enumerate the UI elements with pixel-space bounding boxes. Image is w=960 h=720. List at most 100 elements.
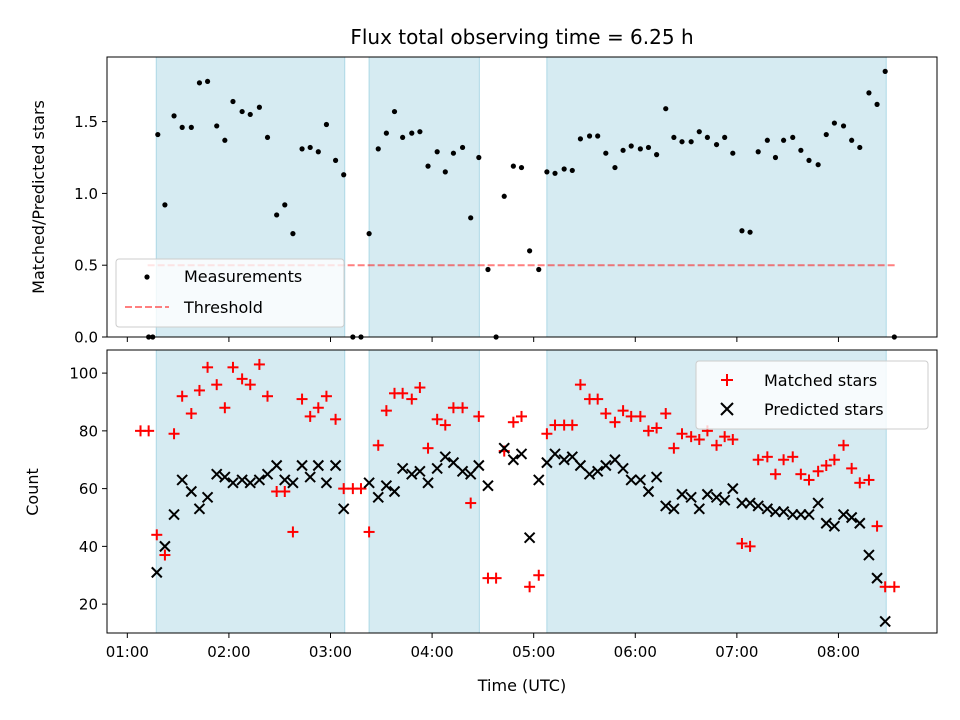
chart-title: Flux total observing time = 6.25 h	[350, 25, 693, 49]
matched-star-point	[380, 405, 392, 417]
y-tick-label: 80	[79, 422, 98, 440]
predicted-star-point	[414, 465, 426, 477]
measurement-point	[222, 137, 228, 143]
measurement-point	[391, 108, 398, 115]
matched-star-point	[888, 581, 900, 593]
y-tick-label: 60	[79, 480, 98, 498]
predicted-star-point	[287, 477, 299, 489]
predicted-star-point	[609, 454, 621, 466]
count-panel-frame	[106, 349, 938, 634]
measurement-point	[204, 78, 211, 85]
measurement-point	[569, 167, 575, 174]
measurement-point	[747, 229, 753, 235]
measurement-point	[866, 90, 872, 96]
measurement-point	[679, 139, 685, 145]
x-tick-label: 04:00	[410, 643, 453, 661]
matched-star-point	[236, 373, 248, 385]
predicted-star-point	[617, 462, 629, 475]
x-tick-label: 08:00	[817, 643, 860, 661]
measurement-point	[425, 163, 431, 169]
predicted-star-point	[541, 456, 553, 469]
measurement-point	[806, 157, 812, 163]
predicted-star-point	[795, 508, 807, 521]
matched-star-point	[727, 434, 739, 446]
measurement-point	[468, 215, 474, 221]
matched-star-point	[795, 468, 807, 480]
predicted-star-point	[533, 474, 545, 486]
matched-star-point	[372, 439, 384, 451]
observing-span	[368, 349, 480, 634]
matched-star-point	[642, 425, 654, 437]
matched-star-point	[296, 393, 308, 405]
matched-star-point	[422, 442, 434, 454]
observing-span	[155, 349, 346, 634]
matched-star-point	[143, 425, 155, 437]
matched-star-point	[846, 462, 858, 474]
predicted-star-point	[372, 491, 384, 503]
ratio-legend: Measurements Threshold	[115, 258, 345, 328]
matched-star-point	[524, 581, 536, 593]
matched-star-point	[507, 416, 519, 428]
measurement-point	[459, 144, 466, 151]
predicted-star-point	[736, 497, 748, 509]
measurement-point	[755, 149, 761, 155]
predicted-star-point	[863, 549, 875, 561]
x-tick-label: 03:00	[309, 643, 352, 661]
matched-star-point	[769, 468, 781, 480]
matched-star-point	[651, 422, 663, 434]
matched-star-point	[752, 454, 764, 466]
predicted-star-point	[439, 451, 452, 463]
matched-star-point	[719, 431, 731, 443]
measurement-point	[434, 149, 440, 155]
matched-star-point	[176, 390, 188, 402]
matched-star-point	[227, 361, 239, 373]
count-legend: Matched stars Predicted stars	[695, 360, 929, 430]
measurement-point	[544, 169, 550, 175]
measurement-point	[637, 146, 643, 152]
measurement-point	[722, 134, 728, 141]
matched-star-point	[151, 529, 163, 541]
matched-star-point	[566, 419, 578, 431]
measurement-point	[323, 121, 330, 128]
matched-star-point	[803, 474, 815, 486]
predicted-star-point	[176, 474, 188, 486]
matched-star-point	[473, 410, 485, 422]
predicted-star-point	[718, 494, 731, 506]
measurement-point	[162, 202, 168, 208]
matched-star-point	[693, 434, 705, 446]
predicted-star-point	[236, 474, 248, 486]
measurement-point	[536, 266, 542, 273]
predicted-star-point	[473, 459, 485, 472]
measurement-point	[196, 80, 203, 86]
predicted-star-point	[507, 454, 520, 466]
predicted-star-point	[558, 454, 570, 466]
y-tick-label: 1.0	[74, 185, 98, 203]
predicted-star-point	[211, 468, 223, 480]
measurement-point	[798, 147, 804, 153]
predicted-star-point	[447, 456, 460, 469]
measurement-point	[239, 108, 245, 115]
ratio-panel: 0.0 0.5 1.0 1.5 Matched/Predicted stars Mea…	[29, 56, 938, 347]
predicted-star-point	[523, 531, 536, 544]
matched-star-point	[287, 526, 299, 538]
matched-star-point	[668, 442, 680, 454]
predicted-star-point	[185, 485, 198, 498]
observing-span	[546, 56, 887, 338]
measurement-point	[366, 231, 372, 237]
matched-star-point	[600, 408, 612, 420]
measurement-point	[282, 202, 288, 208]
predicted-star-point	[279, 474, 291, 486]
matched-star-point	[787, 451, 799, 463]
matched-star-point	[838, 439, 850, 451]
x-axis-label: Time (UTC)	[477, 676, 566, 695]
predicted-star-point	[151, 566, 163, 579]
predicted-star-point	[338, 503, 350, 515]
predicted-star-point	[769, 506, 782, 518]
matched-star-point	[439, 419, 451, 431]
measurement-point	[671, 134, 677, 141]
matched-star-point	[159, 549, 171, 561]
matched-star-point	[863, 474, 875, 486]
matched-star-point	[828, 454, 840, 466]
predicted-star-point	[583, 468, 596, 480]
predicted-star-point	[625, 474, 637, 486]
